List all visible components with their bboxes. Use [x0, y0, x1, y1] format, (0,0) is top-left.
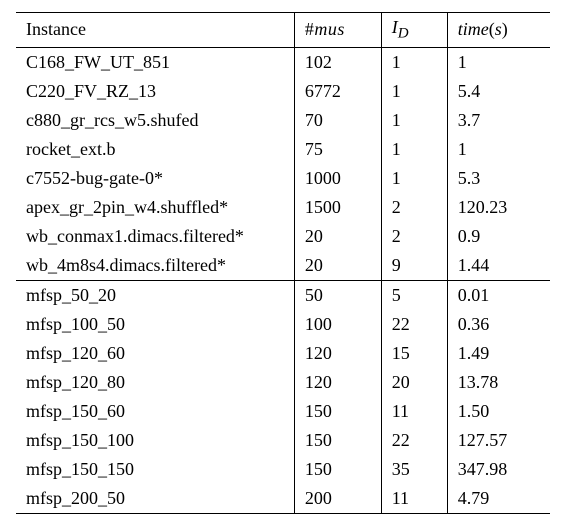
cell-time: 3.7 — [447, 106, 550, 135]
cell-mus: 1000 — [294, 164, 381, 193]
col-header-instance: Instance — [16, 13, 294, 48]
col-header-id: ID — [381, 13, 447, 48]
cell-id: 1 — [381, 106, 447, 135]
cell-id: 22 — [381, 310, 447, 339]
cell-id: 15 — [381, 339, 447, 368]
cell-instance: wb_conmax1.dimacs.filtered* — [16, 222, 294, 251]
cell-instance: wb_4m8s4.dimacs.filtered* — [16, 251, 294, 281]
table-row: C220_FV_RZ_13677215.4 — [16, 77, 550, 106]
cell-id: 1 — [381, 135, 447, 164]
table-row: rocket_ext.b7511 — [16, 135, 550, 164]
cell-time: 1.44 — [447, 251, 550, 281]
cell-id: 22 — [381, 426, 447, 455]
table-row: mfsp_200_50200114.79 — [16, 484, 550, 514]
results-table: Instance #mus ID time(s) C168_FW_UT_8511… — [16, 12, 550, 514]
table-body: C168_FW_UT_85110211C220_FV_RZ_13677215.4… — [16, 47, 550, 513]
cell-time: 1.50 — [447, 397, 550, 426]
cell-id: 9 — [381, 251, 447, 281]
cell-mus: 50 — [294, 280, 381, 310]
cell-id: 1 — [381, 164, 447, 193]
cell-instance: C168_FW_UT_851 — [16, 47, 294, 77]
cell-instance: mfsp_100_50 — [16, 310, 294, 339]
cell-instance: c880_gr_rcs_w5.shufed — [16, 106, 294, 135]
table-row: wb_4m8s4.dimacs.filtered*2091.44 — [16, 251, 550, 281]
cell-id: 11 — [381, 484, 447, 514]
table-row: apex_gr_2pin_w4.shuffled*15002120.23 — [16, 193, 550, 222]
cell-instance: C220_FV_RZ_13 — [16, 77, 294, 106]
table-row: c880_gr_rcs_w5.shufed7013.7 — [16, 106, 550, 135]
cell-time: 0.36 — [447, 310, 550, 339]
cell-mus: 150 — [294, 397, 381, 426]
table-row: wb_conmax1.dimacs.filtered*2020.9 — [16, 222, 550, 251]
col-header-mus: #mus — [294, 13, 381, 48]
table-row: c7552-bug-gate-0*100015.3 — [16, 164, 550, 193]
table-row: mfsp_120_60120151.49 — [16, 339, 550, 368]
cell-id: 1 — [381, 47, 447, 77]
table-row: mfsp_150_15015035347.98 — [16, 455, 550, 484]
cell-time: 5.4 — [447, 77, 550, 106]
cell-mus: 150 — [294, 455, 381, 484]
cell-time: 1 — [447, 135, 550, 164]
cell-id: 2 — [381, 193, 447, 222]
cell-instance: mfsp_150_150 — [16, 455, 294, 484]
table-row: mfsp_120_801202013.78 — [16, 368, 550, 397]
cell-id: 35 — [381, 455, 447, 484]
cell-id: 20 — [381, 368, 447, 397]
cell-time: 1 — [447, 47, 550, 77]
cell-id: 5 — [381, 280, 447, 310]
cell-id: 1 — [381, 77, 447, 106]
cell-time: 0.9 — [447, 222, 550, 251]
cell-mus: 100 — [294, 310, 381, 339]
cell-instance: mfsp_120_60 — [16, 339, 294, 368]
cell-id: 2 — [381, 222, 447, 251]
cell-mus: 120 — [294, 368, 381, 397]
cell-instance: mfsp_150_60 — [16, 397, 294, 426]
cell-instance: mfsp_50_20 — [16, 280, 294, 310]
cell-id: 11 — [381, 397, 447, 426]
cell-mus: 70 — [294, 106, 381, 135]
cell-time: 127.57 — [447, 426, 550, 455]
cell-time: 4.79 — [447, 484, 550, 514]
cell-instance: mfsp_150_100 — [16, 426, 294, 455]
cell-time: 120.23 — [447, 193, 550, 222]
cell-mus: 20 — [294, 222, 381, 251]
cell-mus: 1500 — [294, 193, 381, 222]
cell-time: 347.98 — [447, 455, 550, 484]
col-header-time: time(s) — [447, 13, 550, 48]
cell-mus: 120 — [294, 339, 381, 368]
cell-instance: c7552-bug-gate-0* — [16, 164, 294, 193]
cell-time: 1.49 — [447, 339, 550, 368]
table-row: mfsp_50_205050.01 — [16, 280, 550, 310]
cell-mus: 75 — [294, 135, 381, 164]
cell-mus: 6772 — [294, 77, 381, 106]
cell-mus: 20 — [294, 251, 381, 281]
table-row: C168_FW_UT_85110211 — [16, 47, 550, 77]
table-header-row: Instance #mus ID time(s) — [16, 13, 550, 48]
cell-time: 0.01 — [447, 280, 550, 310]
cell-mus: 102 — [294, 47, 381, 77]
cell-instance: rocket_ext.b — [16, 135, 294, 164]
cell-time: 13.78 — [447, 368, 550, 397]
table-row: mfsp_150_60150111.50 — [16, 397, 550, 426]
cell-instance: apex_gr_2pin_w4.shuffled* — [16, 193, 294, 222]
cell-mus: 200 — [294, 484, 381, 514]
table-row: mfsp_150_10015022127.57 — [16, 426, 550, 455]
cell-instance: mfsp_200_50 — [16, 484, 294, 514]
table-row: mfsp_100_50100220.36 — [16, 310, 550, 339]
cell-time: 5.3 — [447, 164, 550, 193]
cell-instance: mfsp_120_80 — [16, 368, 294, 397]
cell-mus: 150 — [294, 426, 381, 455]
